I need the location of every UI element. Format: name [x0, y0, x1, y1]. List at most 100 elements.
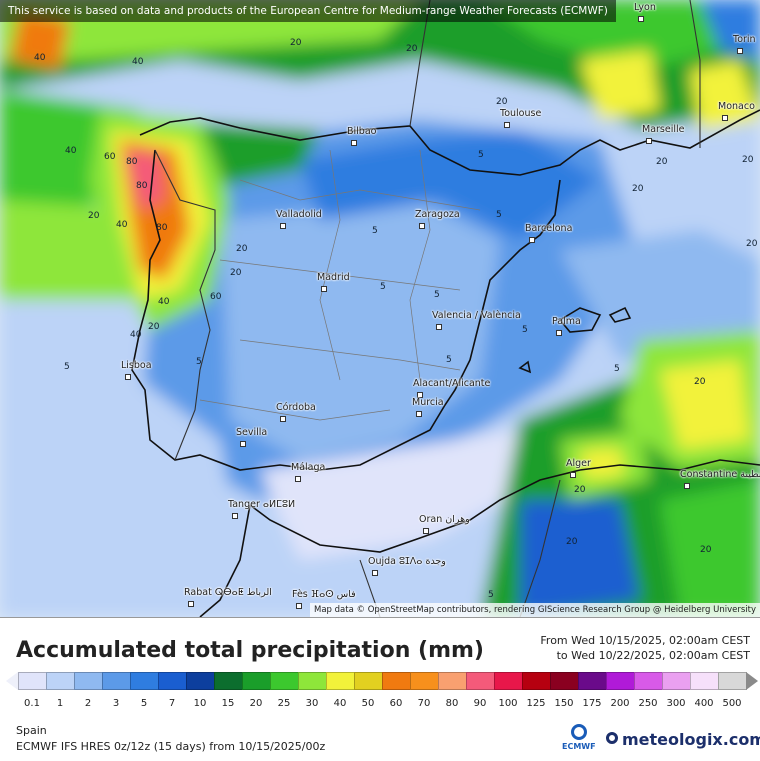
contour-value-label: 40: [130, 330, 142, 340]
scale-tick-label: 400: [694, 698, 714, 709]
scale-tick-label: 250: [638, 698, 658, 709]
contour-value-label: 20: [236, 244, 248, 254]
ecmwf-logo[interactable]: ECMWF: [562, 724, 598, 754]
city-marker: [240, 441, 246, 447]
scale-tick-label: 90: [473, 698, 487, 709]
city-label: Constantine قسنطينة: [680, 469, 760, 480]
scale-swatch: [494, 672, 523, 690]
city-marker: [188, 601, 194, 607]
city-label: Barcelona: [525, 223, 573, 234]
scale-right-arrow: [746, 672, 758, 690]
city-label: Valladolid: [276, 209, 322, 220]
city-marker: [280, 223, 286, 229]
contour-value-label: 5: [64, 362, 70, 372]
scale-swatch: [662, 672, 691, 690]
city-label: Torin: [733, 34, 756, 45]
scale-swatch: [578, 672, 607, 690]
scale-swatch: [270, 672, 299, 690]
scale-swatch: [606, 672, 635, 690]
legend-title: Accumulated total precipitation (mm): [16, 638, 484, 663]
scale-swatch: [46, 672, 75, 690]
contour-value-label: 20: [694, 377, 706, 387]
city-marker: [722, 115, 728, 121]
contour-value-label: 20: [496, 97, 508, 107]
city-label: Oujda ⵓⵊⴷⴰ وجدة: [368, 556, 446, 567]
city-marker: [232, 513, 238, 519]
contour-value-label: 5: [434, 290, 440, 300]
city-label: Marseille: [642, 124, 685, 135]
city-label: Toulouse: [500, 108, 542, 119]
scale-tick-label: 25: [277, 698, 291, 709]
scale-swatch: [158, 672, 187, 690]
scale-swatch: [74, 672, 103, 690]
scale-tick-label: 500: [722, 698, 742, 709]
meteologix-icon: [606, 732, 618, 744]
contour-value-label: 20: [746, 239, 758, 249]
contour-value-label: 40: [116, 220, 128, 230]
contour-value-label: 80: [126, 157, 138, 167]
scale-swatch: [382, 672, 411, 690]
scale-swatch: [326, 672, 355, 690]
contour-value-label: 40: [34, 53, 46, 63]
contour-value-label: 80: [156, 223, 168, 233]
city-label: Bilbao: [347, 126, 377, 137]
contour-value-label: 5: [614, 364, 620, 374]
legend-panel: Accumulated total precipitation (mm) Fro…: [0, 617, 760, 761]
ecmwf-ring-icon: [571, 724, 587, 740]
scale-tick-label: 1: [56, 698, 64, 709]
city-label: Fès ⴼⴰⵙ فاس: [292, 589, 356, 600]
scale-swatch: [18, 672, 47, 690]
map-attribution[interactable]: Map data © OpenStreetMap contributors, r…: [310, 603, 760, 617]
city-label: Oran وهران: [419, 514, 470, 525]
scale-tick-label: 2: [84, 698, 92, 709]
contour-value-label: 40: [132, 57, 144, 67]
scale-tick-label: 3: [112, 698, 120, 709]
meteologix-brand[interactable]: meteologix.com: [622, 730, 760, 749]
contour-value-label: 5: [496, 210, 502, 220]
city-marker: [296, 603, 302, 609]
scale-tick-label: 60: [389, 698, 403, 709]
scale-swatch: [354, 672, 383, 690]
scale-swatch: [718, 672, 747, 690]
contour-value-label: 20: [148, 322, 160, 332]
city-marker: [417, 392, 423, 398]
precipitation-map[interactable]: This service is based on data and produc…: [0, 0, 760, 617]
city-marker: [436, 324, 442, 330]
city-marker: [280, 416, 286, 422]
scale-tick-label: 0.1: [24, 698, 40, 709]
scale-tick-label: 30: [305, 698, 319, 709]
city-label: Málaga: [291, 462, 326, 473]
scale-swatch: [466, 672, 495, 690]
city-marker: [372, 570, 378, 576]
coastlines: [131, 109, 760, 617]
scale-swatch: [214, 672, 243, 690]
city-marker: [638, 16, 644, 22]
scale-swatch: [690, 672, 719, 690]
scale-tick-label: 15: [221, 698, 235, 709]
contour-value-label: 20: [88, 211, 100, 221]
scale-tick-label: 10: [193, 698, 207, 709]
city-marker: [295, 476, 301, 482]
scale-tick-label: 100: [498, 698, 518, 709]
contour-value-label: 40: [158, 297, 170, 307]
contour-value-label: 20: [632, 184, 644, 194]
city-label: Murcia: [412, 397, 444, 408]
city-label: Tanger ⴰⵍⵎⵓⵍ: [228, 499, 296, 510]
region-borders: [199, 149, 481, 421]
city-marker: [125, 374, 131, 380]
city-label: Rabat ⵕⴱⴰⵟ الرباط: [184, 587, 272, 598]
contour-value-label: 20: [290, 38, 302, 48]
scale-swatch: [410, 672, 439, 690]
color-scale: [6, 672, 758, 690]
contour-value-label: 20: [406, 44, 418, 54]
city-marker: [737, 48, 743, 54]
scale-tick-label: 175: [582, 698, 602, 709]
scale-left-arrow: [6, 672, 18, 690]
scale-swatch: [522, 672, 551, 690]
contour-value-label: 80: [136, 181, 148, 191]
contour-value-label: 5: [522, 325, 528, 335]
city-marker: [556, 330, 562, 336]
contour-value-label: 5: [478, 150, 484, 160]
scale-tick-label: 7: [168, 698, 176, 709]
ecmwf-logo-text: ECMWF: [562, 742, 596, 751]
